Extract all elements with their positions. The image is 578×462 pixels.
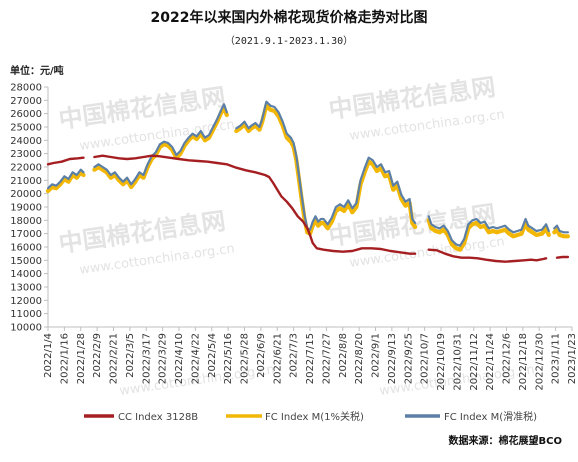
series-fc-index-m-sliding — [46, 100, 569, 247]
x-tick-label: 2022/5/16 — [223, 333, 234, 384]
x-tick-label: 2022/3/5 — [125, 333, 136, 378]
y-tick-label: 21000 — [10, 176, 42, 187]
y-tick-label: 23000 — [10, 149, 42, 160]
y-tick-label: 24000 — [10, 136, 42, 147]
x-tick-label: 2022/7/15 — [305, 333, 316, 384]
x-tick-label: 2022/12/30 — [534, 333, 545, 391]
x-tick-label: 2022/1/28 — [76, 333, 87, 384]
y-tick-label: 25000 — [10, 123, 42, 134]
x-tick-label: 2022/11/24 — [485, 333, 496, 391]
y-tick-label: 11000 — [10, 309, 42, 320]
x-tick-label: 2022/10/19 — [436, 333, 447, 391]
chart-subtitle: （2021.9.1-2023.1.30） — [225, 35, 353, 47]
source-note: 数据来源：棉花展望BCO — [449, 434, 562, 447]
x-tick-label: 2022/3/17 — [141, 333, 152, 384]
x-tick-label: 2022/10/7 — [420, 333, 431, 384]
x-tick-label: 2022/6/9 — [256, 333, 267, 378]
y-tick-label: 12000 — [10, 296, 42, 307]
x-tick-label: 2022/9/1 — [371, 333, 382, 378]
y-tick-label: 19000 — [10, 203, 42, 214]
y-tick-label: 13000 — [10, 283, 42, 294]
x-tick-label: 2022/2/9 — [92, 333, 103, 378]
y-tick-label: 28000 — [10, 83, 42, 94]
y-tick-label: 18000 — [10, 216, 42, 227]
x-tick-label: 2022/6/21 — [272, 333, 283, 384]
x-tick-label: 2022/7/3 — [289, 333, 300, 378]
x-tick-label: 2022/1/16 — [59, 333, 70, 384]
x-tick-label: 2023/1/11 — [551, 333, 562, 384]
y-tick-label: 27000 — [10, 96, 42, 107]
series-layer — [45, 100, 570, 263]
x-tick-label: 2022/12/6 — [502, 333, 513, 384]
x-tick-label: 2022/3/29 — [158, 333, 169, 384]
x-tick-label: 2022/5/28 — [240, 333, 251, 384]
unit-label: 单位：元/吨 — [10, 64, 64, 77]
x-tick-label: 2022/4/22 — [190, 333, 201, 384]
y-axis-ticks: 10000 11000 12000 13000 14000 15000 16000 17000… — [10, 83, 48, 334]
x-tick-label: 2022/1/4 — [43, 333, 54, 378]
y-tick-label: 16000 — [10, 243, 42, 254]
x-tick-label: 2022/8/8 — [338, 333, 349, 378]
series-cc-index-3128b — [46, 154, 570, 263]
y-tick-label: 15000 — [10, 256, 42, 267]
chart-title: 2022年以来国内外棉花现货价格走势对比图 — [151, 9, 428, 26]
x-tick-label: 2022/5/4 — [207, 333, 218, 378]
y-tick-label: 20000 — [10, 189, 42, 200]
x-tick-label: 2022/9/13 — [387, 333, 398, 384]
x-tick-label: 2022/2/21 — [109, 333, 120, 384]
y-tick-label: 10000 — [10, 323, 42, 334]
x-tick-label: 2022/7/27 — [321, 333, 332, 384]
y-tick-label: 26000 — [10, 109, 42, 120]
legend-label-cc-index: CC Index 3128B — [118, 412, 198, 423]
x-tick-label: 2022/9/25 — [403, 333, 414, 384]
series-fc-index-m-1pct — [45, 103, 570, 252]
y-tick-label: 22000 — [10, 163, 42, 174]
legend-label-fc-index-sliding: FC Index M(滑准税) — [444, 410, 537, 423]
x-axis-ticks: 2022/1/4 2022/1/16 2022/1/28 2022/2/9 2022/2… — [43, 327, 578, 391]
legend: CC Index 3128B FC Index M(1%关税) FC Index… — [84, 410, 537, 423]
x-tick-label: 2022/8/20 — [354, 333, 365, 384]
legend-label-fc-index-1pct: FC Index M(1%关税) — [265, 410, 364, 423]
x-tick-label: 2023/1/23 — [567, 333, 578, 384]
y-tick-label: 14000 — [10, 269, 42, 280]
y-tick-label: 17000 — [10, 229, 42, 240]
x-tick-label: 2022/11/12 — [469, 333, 480, 391]
x-tick-label: 2022/12/18 — [518, 333, 529, 391]
x-tick-label: 2022/10/31 — [452, 333, 463, 391]
x-tick-label: 2022/4/10 — [174, 333, 185, 384]
